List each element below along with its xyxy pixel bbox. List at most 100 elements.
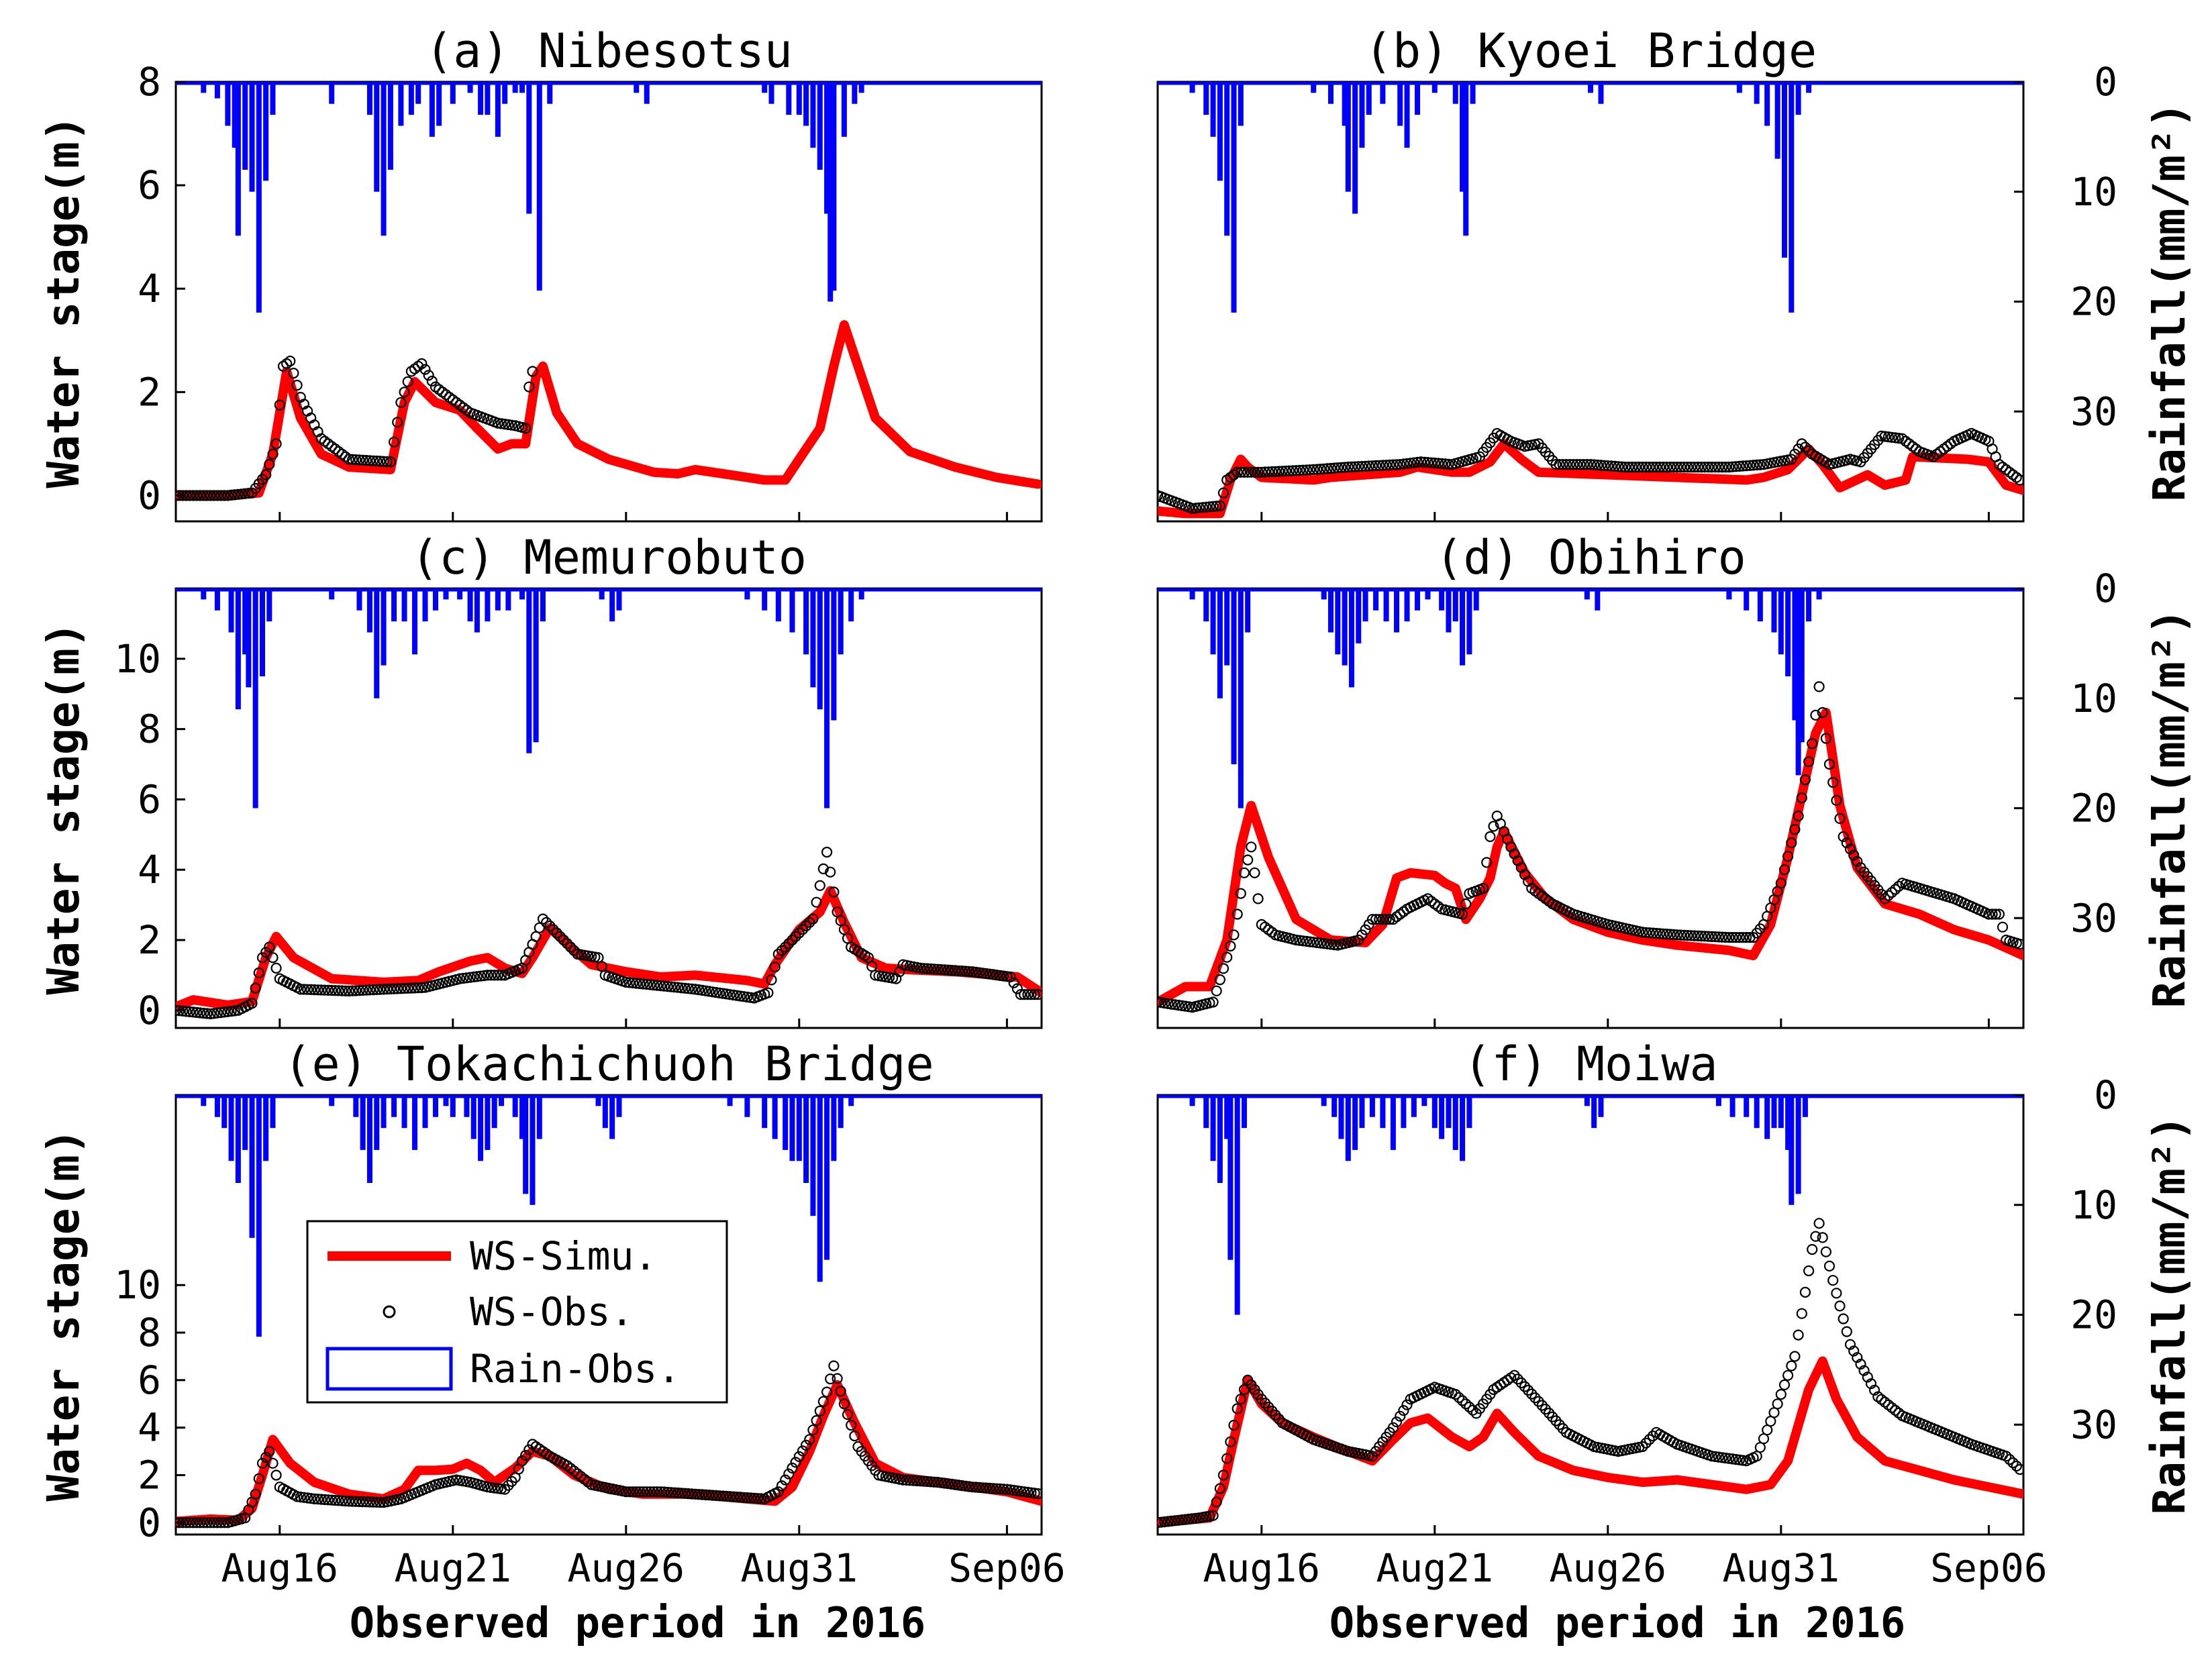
rain-bar (1744, 588, 1750, 611)
rain-bar (1778, 588, 1784, 655)
legend-sim-label: WS-Simu. (470, 1233, 657, 1279)
ws-obs-marker (537, 913, 549, 925)
ws-obs-marker (1706, 461, 1717, 473)
ws-obs-marker (703, 1490, 715, 1501)
rain-bar (824, 82, 830, 214)
rain-bar (1439, 588, 1445, 611)
ws-obs-marker (343, 1496, 355, 1507)
ws-obs-marker (253, 967, 264, 979)
ws-obs-marker (1820, 733, 1831, 744)
ws-obs-marker (717, 1490, 729, 1502)
ws-obs-marker (1246, 466, 1257, 478)
ws-obs-marker (838, 1398, 850, 1410)
rain-bar (260, 588, 265, 676)
ws-obs-marker (270, 1469, 282, 1481)
ws-obs-marker (689, 1488, 701, 1500)
ws-obs-marker (2014, 1463, 2023, 1475)
rain-bar (1345, 82, 1351, 192)
ws-obs-marker (468, 971, 479, 983)
rain-bar (491, 1095, 497, 1129)
rain-bar (270, 1095, 276, 1129)
ws-obs-marker (326, 1494, 338, 1506)
rain-bar (824, 1095, 830, 1260)
ws-obs-marker (298, 984, 309, 995)
ws-obs-marker (256, 1457, 268, 1469)
rain-bar (450, 1095, 456, 1117)
rain-bar (827, 82, 834, 302)
rain-bar (366, 82, 372, 115)
ws-obs-marker (1803, 756, 1815, 768)
ws-obs-marker (350, 454, 362, 466)
ws-obs-marker (191, 1006, 203, 1019)
ws-obs-marker (274, 399, 285, 411)
ws-obs-marker (1689, 930, 1700, 941)
ws-obs-marker (1311, 937, 1323, 949)
rain-bar (1452, 82, 1458, 104)
ws-obs-marker (825, 1373, 836, 1385)
x-axis-label-right: Observed period in 2016 (1329, 1598, 1906, 1647)
ws-obs-marker (378, 984, 389, 995)
ws-obs-marker (1647, 927, 1658, 939)
ws-obs-marker (520, 1449, 532, 1461)
ws-obs-marker (1159, 1516, 1170, 1528)
ws-obs-marker (1391, 1416, 1403, 1428)
rain-bar (1792, 588, 1798, 721)
rain-bar (810, 82, 816, 148)
ws-obs-marker (1633, 461, 1645, 473)
ws-obs-marker (731, 1492, 743, 1503)
rain-tick-label: 0 (2094, 566, 2117, 611)
legend-rain-swatch (325, 1347, 453, 1391)
ws-obs-marker (1308, 937, 1319, 948)
rain-bar (1217, 82, 1223, 181)
rain-bar (485, 1095, 491, 1150)
ws-obs-marker (1844, 1339, 1856, 1350)
ws-obs-marker (1741, 460, 1752, 472)
ws-obs-marker (783, 1468, 795, 1480)
rain-bar (1806, 82, 1812, 93)
ws-obs-marker (1197, 502, 1209, 513)
ws-obs-marker (991, 970, 1003, 981)
ws-obs-marker (1228, 1420, 1240, 1431)
rain-bar (1245, 588, 1251, 633)
ws-obs-marker (485, 1482, 497, 1493)
ws-obs-marker (1723, 931, 1735, 943)
rain-bar (1460, 82, 1466, 192)
ws-obs-marker (1619, 461, 1631, 473)
ws-obs-marker (264, 1446, 275, 1457)
ws-obs-marker (1405, 458, 1416, 469)
panel-1: (a) Nibesotsu 0 2 4 6 8 Water stage(m) (38, 23, 1043, 523)
panel-2: (b) Kyoei Bridge 0 10 20 30 Rainfall(mm/m²) (1156, 23, 2195, 523)
ws-obs-marker (357, 454, 368, 466)
ws-obs-marker (219, 1006, 230, 1018)
rain-bar (1764, 82, 1770, 126)
ws-obs-marker (1029, 1488, 1040, 1499)
ws-obs-marker (1481, 857, 1493, 868)
ws-obs-marker (963, 1481, 974, 1492)
ws-obs-marker (1605, 460, 1617, 472)
rain-bar (744, 588, 750, 600)
rain-bar (1238, 82, 1244, 126)
ws-obs-marker (1294, 464, 1305, 476)
ws-obs-marker (634, 1486, 646, 1498)
ws-obs-marker (1685, 930, 1697, 941)
rain-bar (1238, 588, 1244, 809)
ws-obs-marker (776, 945, 788, 956)
ws-obs-marker (1526, 1388, 1538, 1400)
x-tick-label: Aug31 (740, 1545, 858, 1591)
rain-bar (1729, 1095, 1736, 1117)
ws-obs-marker (960, 1480, 971, 1492)
rain-bar (1588, 82, 1593, 93)
ws-obs-marker (1374, 460, 1385, 471)
ws-obs-marker (939, 1477, 950, 1489)
ws-obs-marker (734, 990, 746, 1002)
ws-obs-marker (1032, 1488, 1042, 1500)
rain-bar (1715, 1095, 1721, 1106)
ws-obs-marker (458, 972, 469, 984)
y-tick-label: 4 (138, 266, 161, 311)
ws-obs-marker (312, 984, 323, 996)
rain-bar (1446, 1095, 1452, 1129)
ws-obs-marker (1817, 1232, 1828, 1243)
rain-bar (366, 1095, 372, 1183)
ws-obs-marker (1644, 927, 1655, 939)
ws-obs-marker (1647, 461, 1658, 473)
